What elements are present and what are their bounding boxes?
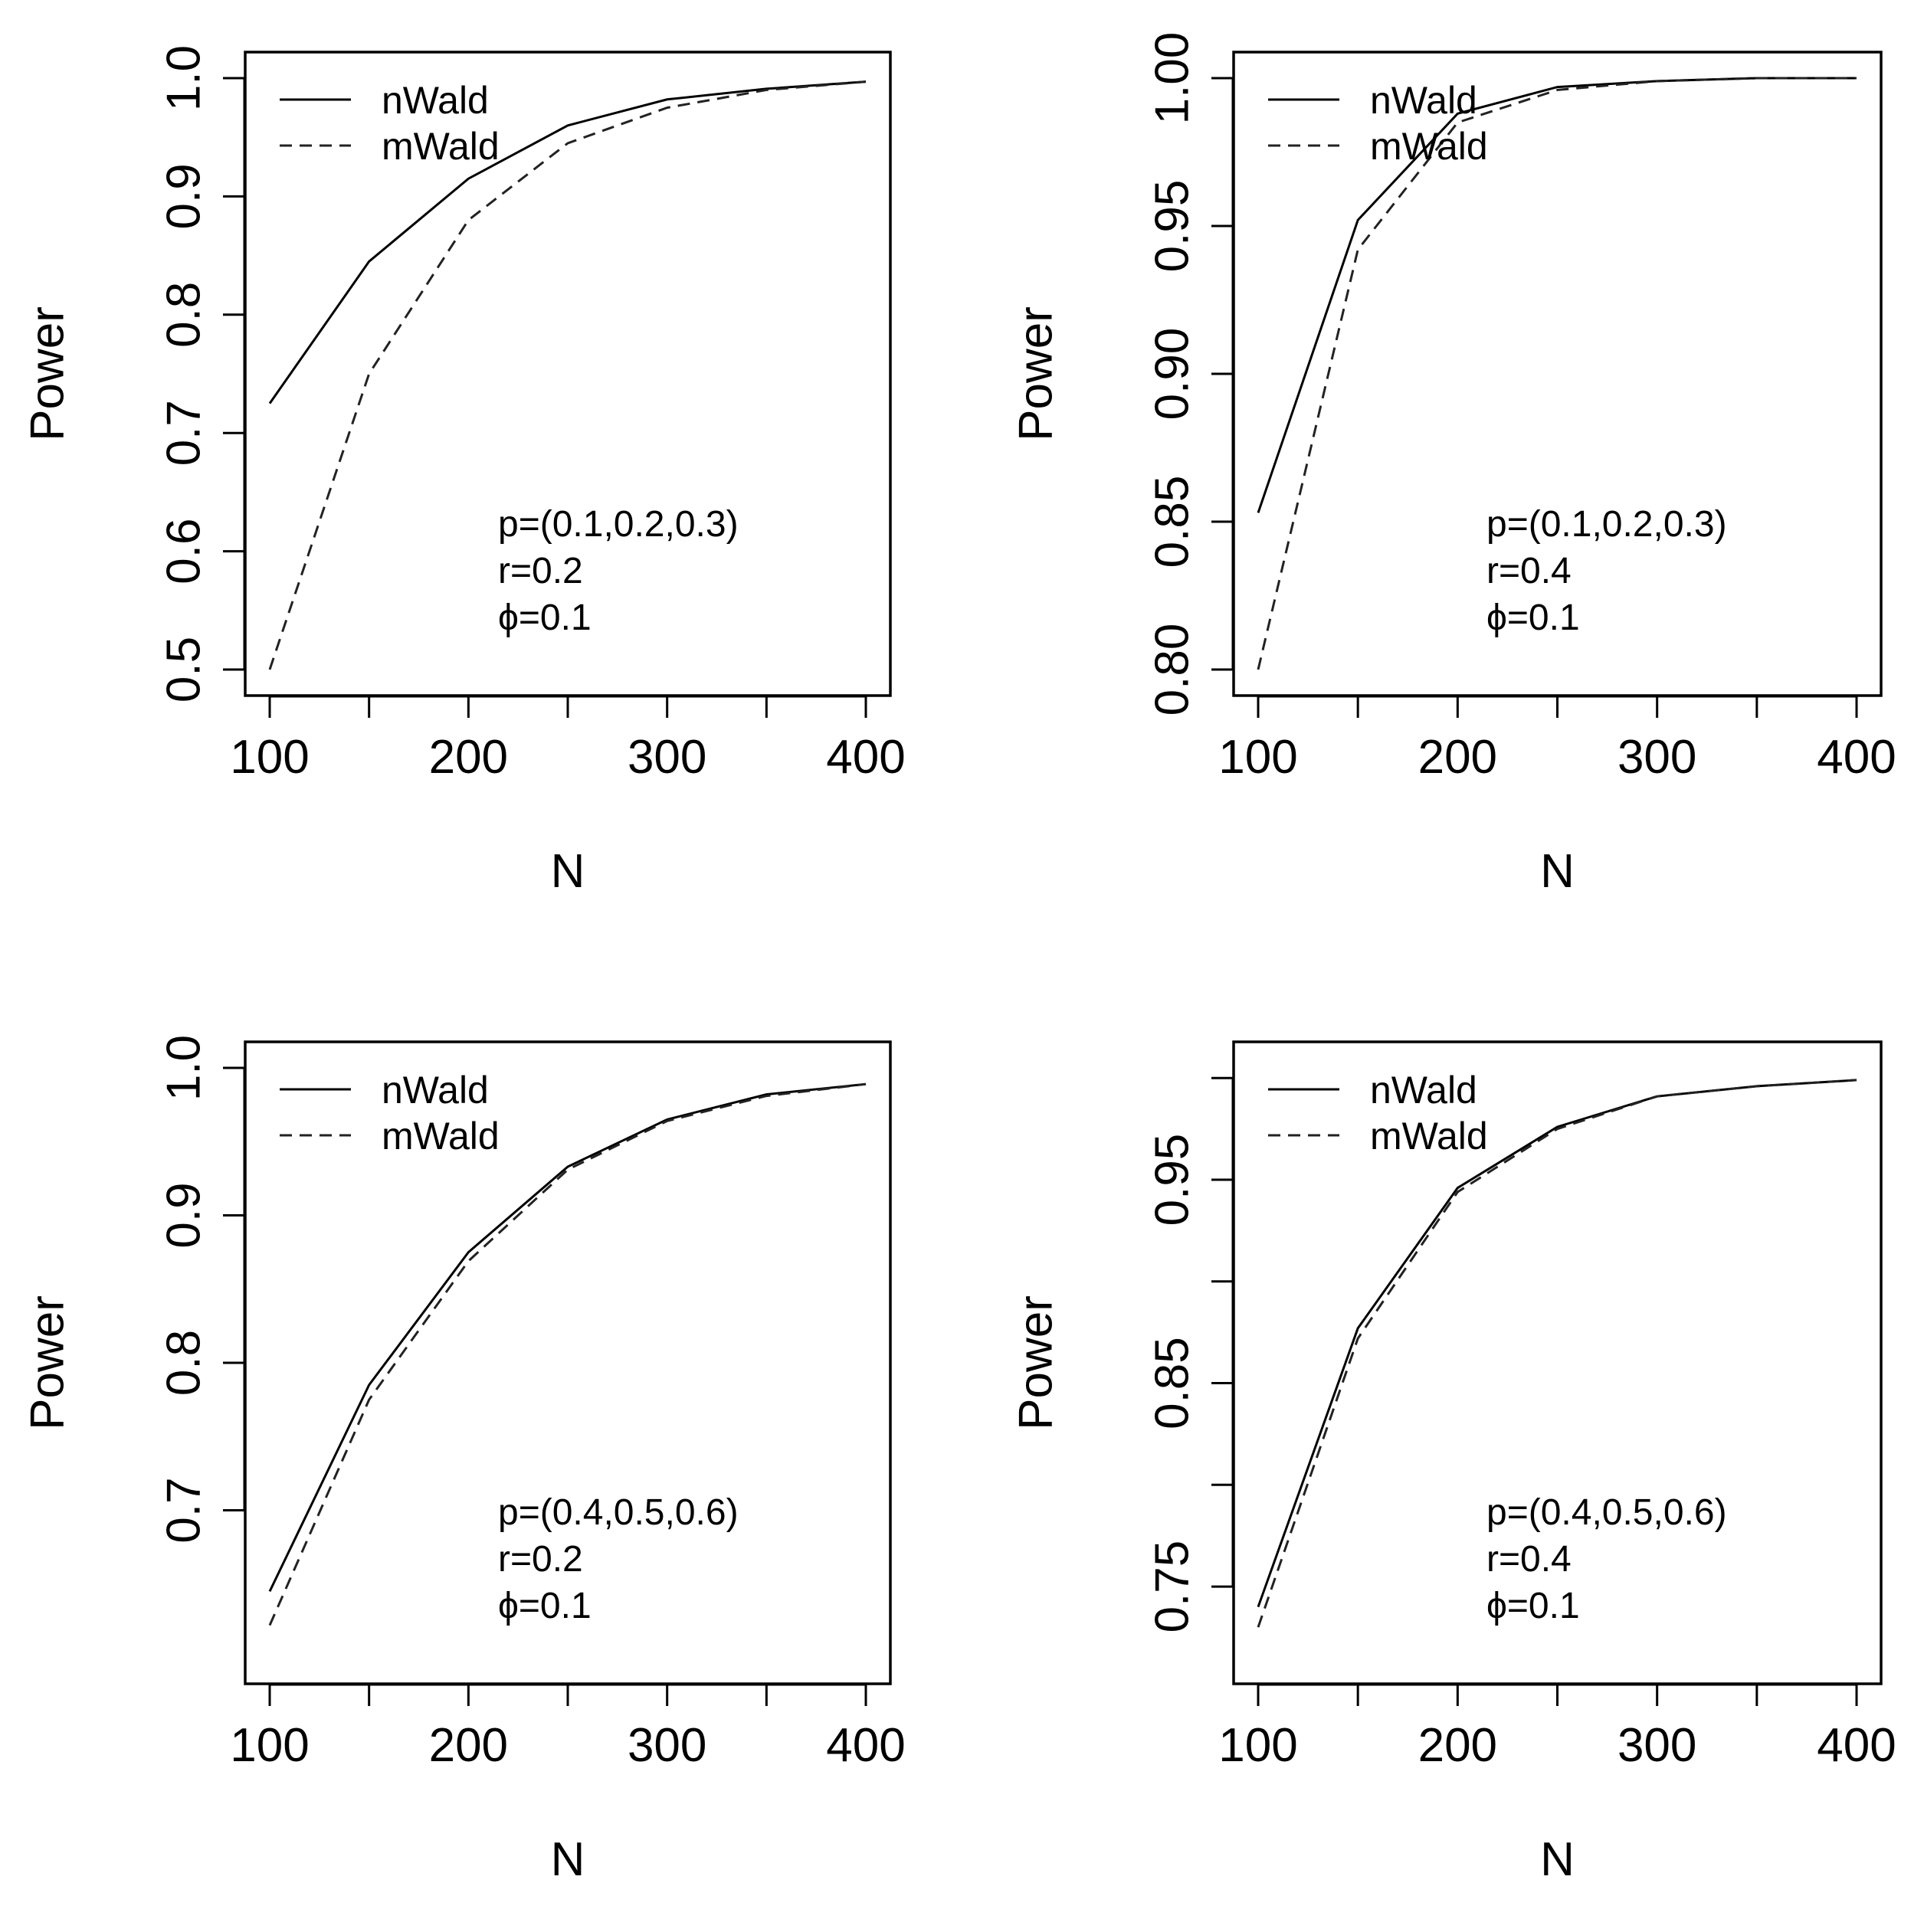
x-tick-label: 400 bbox=[826, 731, 905, 784]
parameter-annotation: p=(0.1,0.2,0.3) r=0.2 ϕ=0.1 bbox=[498, 504, 739, 638]
legend-label-nwald: nWald bbox=[1370, 79, 1477, 122]
y-tick-label: 1.0 bbox=[158, 45, 211, 111]
y-tick-label: 0.8 bbox=[158, 1330, 211, 1396]
annotation-line: r=0.4 bbox=[1486, 551, 1572, 591]
y-tick-label: 1.00 bbox=[1146, 32, 1199, 125]
y-tick-label: 0.7 bbox=[158, 1477, 211, 1543]
y-axis-title: Power bbox=[1010, 1295, 1063, 1430]
annotation-line: p=(0.4,0.5,0.6) bbox=[498, 1492, 739, 1533]
y-tick-label: 0.95 bbox=[1146, 180, 1199, 273]
legend-label-mwald: mWald bbox=[1370, 125, 1488, 168]
y-tick-label: 0.7 bbox=[158, 400, 211, 466]
x-tick-label: 100 bbox=[230, 1719, 309, 1772]
x-tick-label: 200 bbox=[1418, 731, 1497, 784]
x-tick-label: 200 bbox=[429, 731, 508, 784]
annotation-line: ϕ=0.1 bbox=[498, 598, 592, 638]
series-line-mwald bbox=[268, 1082, 867, 1626]
annotation-line: ϕ=0.1 bbox=[1486, 1586, 1580, 1626]
parameter-annotation: p=(0.1,0.2,0.3) r=0.4 ϕ=0.1 bbox=[1486, 504, 1727, 638]
x-tick-label: 400 bbox=[1817, 1719, 1896, 1772]
y-tick-label: 0.95 bbox=[1146, 1134, 1199, 1226]
x-tick-label: 400 bbox=[826, 1719, 905, 1772]
x-axis-title: N bbox=[551, 845, 585, 898]
annotation-line: r=0.4 bbox=[1486, 1539, 1572, 1580]
y-tick-label: 0.9 bbox=[158, 163, 211, 229]
x-axis-title: N bbox=[1540, 1833, 1575, 1886]
y-axis-title: Power bbox=[21, 1295, 74, 1430]
series-line-nwald bbox=[268, 1082, 867, 1593]
x-axis-title: N bbox=[1540, 845, 1575, 898]
x-axis-title: N bbox=[551, 1833, 585, 1886]
y-tick-label: 1.0 bbox=[158, 1035, 211, 1101]
annotation-line: ϕ=0.1 bbox=[1486, 598, 1580, 638]
y-axis-title: Power bbox=[21, 306, 74, 441]
legend-label-mwald: mWald bbox=[1370, 1115, 1488, 1158]
series-line-nwald bbox=[268, 80, 867, 404]
series-line-mwald bbox=[1257, 77, 1857, 670]
annotation-line: p=(0.1,0.2,0.3) bbox=[498, 504, 739, 545]
annotation-line: p=(0.1,0.2,0.3) bbox=[1486, 504, 1727, 545]
x-tick-label: 300 bbox=[1618, 1719, 1696, 1772]
y-axis-title: Power bbox=[1010, 306, 1063, 441]
x-tick-label: 100 bbox=[1218, 731, 1297, 784]
chart-panel-2: 100 200 300 400 N 0.80 0.85 0.90 0.95 1.00 Power nW… bbox=[1010, 32, 1896, 898]
x-tick-label: 100 bbox=[1218, 1719, 1297, 1772]
legend-label-mwald: mWald bbox=[382, 125, 500, 168]
x-tick-label: 300 bbox=[628, 731, 706, 784]
annotation-line: ϕ=0.1 bbox=[498, 1586, 592, 1626]
chart-panel-4: 100 200 300 400 N 0.75 0.85 0.95 Power nWaldmWald… bbox=[1010, 1040, 1896, 1886]
chart-panel-1: 100 200 300 400 N 0.5 0.6 0.7 0.8 0.9 1.0 Power nWal… bbox=[21, 45, 906, 898]
legend-label-nwald: nWald bbox=[1370, 1069, 1477, 1112]
y-tick-label: 0.85 bbox=[1146, 1337, 1199, 1429]
x-tick-label: 200 bbox=[429, 1719, 508, 1772]
x-tick-label: 400 bbox=[1817, 731, 1896, 784]
y-tick-label: 0.85 bbox=[1146, 476, 1199, 568]
legend-label-mwald: mWald bbox=[382, 1115, 500, 1158]
x-tick-label: 200 bbox=[1418, 1719, 1497, 1772]
y-tick-label: 0.9 bbox=[158, 1182, 211, 1248]
y-tick-label: 0.5 bbox=[158, 637, 211, 702]
x-tick-label: 300 bbox=[628, 1719, 706, 1772]
x-tick-label: 100 bbox=[230, 731, 309, 784]
series-line-mwald bbox=[268, 80, 867, 670]
y-tick-label: 0.90 bbox=[1146, 328, 1199, 421]
annotation-line: r=0.2 bbox=[498, 551, 583, 591]
y-tick-label: 0.6 bbox=[158, 518, 211, 584]
annotation-line: r=0.2 bbox=[498, 1539, 583, 1580]
x-tick-label: 300 bbox=[1618, 731, 1696, 784]
annotation-line: p=(0.4,0.5,0.6) bbox=[1486, 1492, 1727, 1533]
legend-label-nwald: nWald bbox=[382, 1069, 489, 1112]
legend-label-nwald: nWald bbox=[382, 79, 489, 122]
parameter-annotation: p=(0.4,0.5,0.6) r=0.2 ϕ=0.1 bbox=[498, 1492, 739, 1626]
y-tick-label: 0.8 bbox=[158, 282, 211, 348]
chart-panel-3: 100 200 300 400 N 0.7 0.8 0.9 1.0 Power nWaldmWald… bbox=[21, 1035, 906, 1886]
series-line-mwald bbox=[1257, 1079, 1857, 1628]
parameter-annotation: p=(0.4,0.5,0.6) r=0.4 ϕ=0.1 bbox=[1486, 1492, 1727, 1626]
y-tick-label: 0.75 bbox=[1146, 1541, 1199, 1633]
y-tick-label: 0.80 bbox=[1146, 624, 1199, 716]
